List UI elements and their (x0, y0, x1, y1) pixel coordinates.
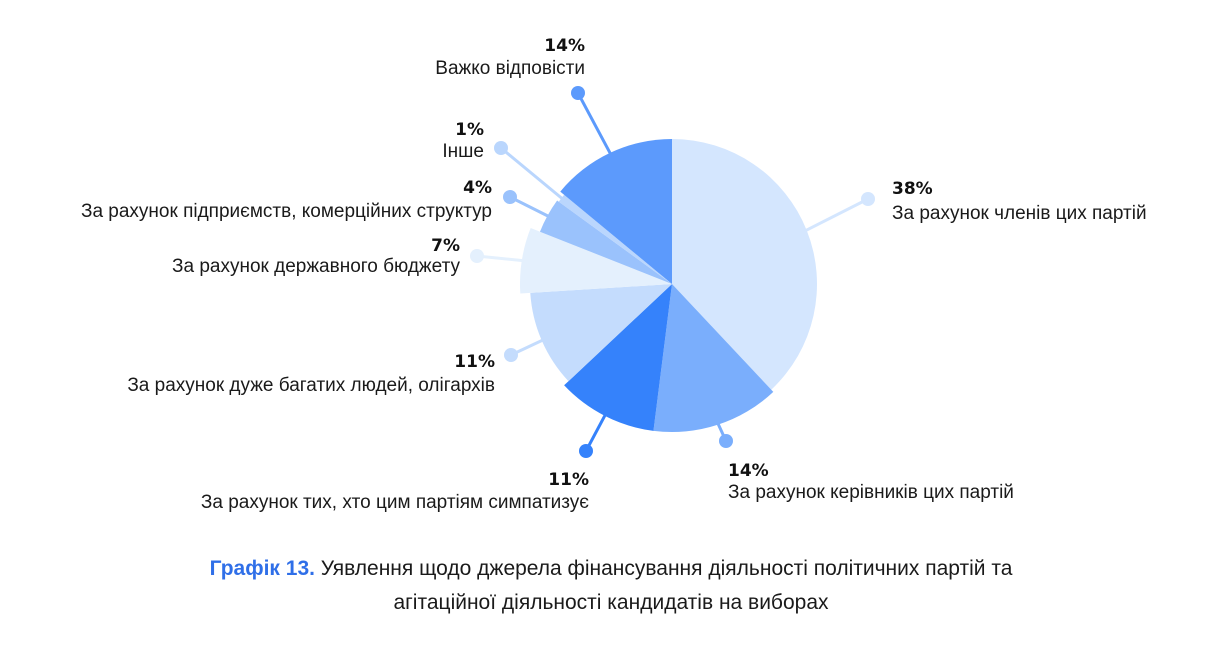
leader-line (576, 92, 615, 159)
chart-caption: Графік 13. Уявлення щодо джерела фінансу… (0, 552, 1222, 620)
pie-slice (653, 284, 774, 432)
caption-text-1: Уявлення щодо джерела фінансування діяль… (320, 557, 1013, 580)
leader-line (509, 195, 554, 220)
data-label-value: 4% (463, 178, 492, 198)
leader-dot (579, 444, 593, 458)
data-label-category: За рахунок дуже багатих людей, олігархів (127, 375, 495, 396)
data-label-category: За рахунок підприємств, комерційних стру… (81, 201, 492, 222)
data-label-value: 1% (455, 120, 484, 140)
leader-line (800, 197, 869, 235)
data-label-category: За рахунок керівників цих партій (728, 482, 1014, 503)
leader-dot (861, 192, 875, 206)
pie-slice (558, 194, 672, 284)
data-label-value: 14% (544, 36, 585, 56)
leader-dot (571, 86, 585, 100)
data-label-value: 14% (728, 461, 769, 481)
leader-dot (719, 434, 733, 448)
caption-line-1: Графік 13. Уявлення щодо джерела фінансу… (0, 552, 1222, 586)
leader-dot (470, 249, 484, 263)
pie-slice (564, 284, 672, 431)
data-label-category: За рахунок членів цих партій (892, 203, 1147, 224)
caption-text-2: агітаційної діяльності кандидатів на виб… (393, 591, 829, 614)
data-label-category: Важко відповісти (435, 58, 585, 79)
data-label-category: За рахунок державного бюджету (172, 256, 460, 277)
leader-line (584, 409, 609, 452)
data-label-value: 11% (454, 352, 495, 372)
pie-slice (672, 139, 818, 390)
data-label-value: 38% (892, 179, 933, 199)
caption-label: Графік 13. (209, 557, 315, 580)
leader-dot (494, 141, 508, 155)
leader-line (476, 254, 528, 263)
data-label-value: 7% (431, 236, 460, 256)
pie-slice (530, 284, 672, 382)
data-label-value: 11% (548, 470, 589, 490)
pie-slice (520, 228, 672, 294)
leader-dot (503, 190, 517, 204)
data-label-category: За рахунок тих, хто цим партіям симпатиз… (201, 492, 589, 513)
pie-slice (560, 139, 672, 284)
leader-dot (504, 348, 518, 362)
leader-line (500, 146, 568, 204)
data-label-category: Інше (442, 141, 484, 162)
pie-slice (539, 200, 672, 284)
